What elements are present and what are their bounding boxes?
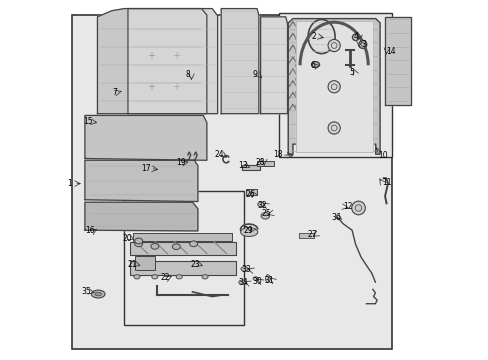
Circle shape	[295, 36, 300, 41]
Ellipse shape	[135, 238, 142, 244]
Text: 1: 1	[67, 179, 72, 188]
Text: 20: 20	[122, 234, 132, 243]
Polygon shape	[85, 160, 198, 202]
Text: 27: 27	[307, 230, 317, 239]
Text: 36: 36	[330, 213, 340, 222]
Circle shape	[352, 34, 358, 41]
Ellipse shape	[307, 19, 334, 54]
Text: 21: 21	[127, 260, 137, 269]
Ellipse shape	[241, 267, 247, 271]
Text: 34: 34	[238, 278, 247, 287]
Ellipse shape	[189, 241, 197, 247]
Ellipse shape	[261, 213, 269, 219]
Circle shape	[302, 58, 306, 62]
Ellipse shape	[91, 290, 105, 298]
Bar	[129, 261, 235, 275]
Ellipse shape	[202, 275, 208, 279]
Text: 19: 19	[176, 158, 185, 167]
Ellipse shape	[240, 228, 257, 237]
Text: 35: 35	[81, 287, 91, 296]
Polygon shape	[97, 9, 206, 114]
Text: 17: 17	[141, 164, 150, 173]
Bar	[133, 233, 231, 241]
Polygon shape	[287, 19, 379, 154]
Text: 18: 18	[272, 150, 282, 159]
Polygon shape	[85, 202, 198, 231]
Text: 22: 22	[161, 273, 170, 282]
Ellipse shape	[151, 243, 159, 249]
Text: 23: 23	[190, 260, 200, 269]
Text: 13: 13	[237, 161, 247, 170]
Ellipse shape	[135, 241, 142, 247]
Text: 12: 12	[342, 202, 352, 211]
Polygon shape	[260, 17, 287, 114]
Circle shape	[327, 81, 340, 93]
Text: 6: 6	[310, 62, 315, 71]
Polygon shape	[385, 17, 410, 105]
Bar	[257, 161, 274, 166]
Circle shape	[302, 85, 306, 90]
Text: 30: 30	[252, 276, 262, 285]
Circle shape	[302, 44, 306, 49]
Polygon shape	[128, 9, 217, 114]
Polygon shape	[221, 9, 258, 114]
Circle shape	[327, 122, 340, 134]
Circle shape	[358, 41, 366, 48]
Bar	[241, 165, 260, 170]
Text: 16: 16	[84, 226, 94, 235]
Ellipse shape	[95, 292, 101, 296]
Text: +: +	[172, 82, 180, 92]
FancyBboxPatch shape	[124, 191, 244, 325]
FancyBboxPatch shape	[278, 13, 391, 157]
Text: 25: 25	[262, 209, 271, 218]
Text: 5: 5	[349, 68, 354, 77]
Bar	[135, 256, 155, 270]
Ellipse shape	[172, 244, 180, 249]
Ellipse shape	[134, 275, 140, 279]
Text: 11: 11	[381, 178, 391, 187]
Circle shape	[327, 40, 340, 51]
Text: 7: 7	[112, 87, 117, 96]
Bar	[298, 233, 313, 238]
Circle shape	[295, 49, 300, 54]
Ellipse shape	[151, 275, 158, 279]
Ellipse shape	[253, 277, 258, 280]
Circle shape	[302, 99, 306, 103]
Ellipse shape	[238, 280, 245, 284]
Text: 4: 4	[353, 32, 358, 41]
Bar	[245, 189, 257, 195]
Ellipse shape	[176, 275, 182, 279]
Text: 26: 26	[244, 190, 254, 199]
Text: 10: 10	[377, 151, 387, 160]
Ellipse shape	[311, 62, 319, 67]
Polygon shape	[85, 116, 206, 160]
Circle shape	[302, 72, 306, 76]
Text: 2: 2	[311, 32, 315, 41]
Text: 9: 9	[252, 70, 257, 79]
Circle shape	[295, 77, 300, 82]
Ellipse shape	[265, 275, 269, 283]
Text: +: +	[147, 51, 155, 61]
Circle shape	[295, 104, 300, 109]
Circle shape	[295, 90, 300, 95]
Bar	[129, 242, 235, 255]
Text: +: +	[172, 51, 180, 61]
Circle shape	[295, 63, 300, 68]
Text: +: +	[147, 82, 155, 92]
Text: 24: 24	[214, 150, 224, 159]
Text: 29: 29	[243, 226, 252, 235]
Text: 28: 28	[255, 158, 265, 167]
FancyBboxPatch shape	[72, 15, 391, 348]
Text: 15: 15	[83, 117, 92, 126]
Text: 3: 3	[361, 40, 366, 49]
Text: 31: 31	[264, 276, 274, 285]
Polygon shape	[295, 22, 372, 152]
Ellipse shape	[257, 202, 264, 207]
Text: 14: 14	[385, 47, 395, 56]
Text: 33: 33	[241, 265, 251, 274]
Text: 8: 8	[185, 70, 190, 79]
Text: 32: 32	[257, 201, 267, 210]
Circle shape	[351, 201, 365, 215]
